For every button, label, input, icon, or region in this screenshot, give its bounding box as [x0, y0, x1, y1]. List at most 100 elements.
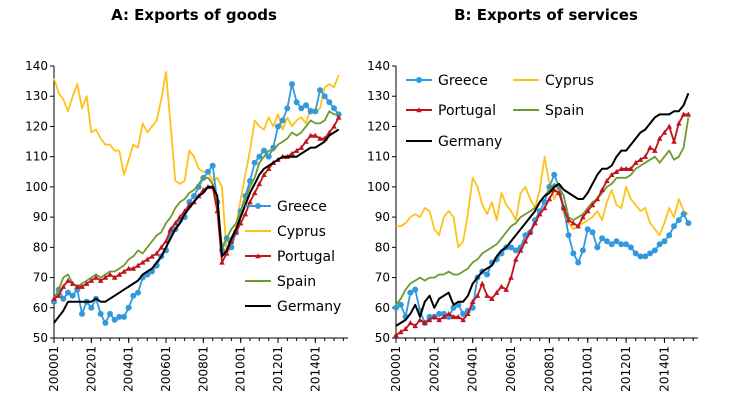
data-point-greece	[284, 105, 291, 112]
data-point-greece	[107, 310, 113, 317]
data-point-portugal	[431, 314, 438, 320]
data-point-portugal	[69, 280, 76, 286]
data-point-portugal	[144, 256, 151, 262]
data-point-portugal	[685, 111, 692, 117]
data-point-portugal	[441, 314, 447, 320]
y-tick-label: 120	[25, 119, 48, 133]
data-point-greece	[298, 105, 305, 112]
data-point-portugal	[298, 144, 305, 150]
data-point-greece	[685, 220, 692, 227]
y-tick-label: 100	[25, 180, 48, 194]
data-point-portugal	[60, 283, 67, 289]
data-point-greece	[293, 99, 300, 106]
data-point-portugal	[51, 295, 57, 301]
data-point-greece	[130, 292, 137, 299]
data-point-portugal	[219, 259, 225, 265]
data-point-portugal	[661, 129, 668, 135]
data-point-greece	[65, 289, 71, 296]
data-point-portugal	[522, 238, 529, 244]
legend: Greece Cyprus Portugal Spain Germany	[406, 73, 594, 150]
data-point-portugal	[537, 211, 543, 217]
data-point-greece	[584, 226, 591, 233]
data-point-portugal	[153, 250, 160, 256]
data-point-greece	[191, 192, 197, 199]
data-point-greece	[209, 162, 216, 169]
legend-marker	[255, 203, 261, 209]
legend-label: Greece	[277, 199, 327, 215]
data-point-portugal	[393, 332, 399, 338]
x-tick-label: 200601	[504, 346, 518, 392]
data-point-portugal	[158, 244, 165, 250]
data-point-portugal	[584, 208, 591, 214]
data-point-portugal	[580, 214, 586, 220]
legend-entry-germany: Germany	[406, 134, 502, 150]
data-point-portugal	[493, 289, 500, 295]
panel-b-plot: 50 60 70 80 90 100 110 120 130 140 200001 200201 200…	[367, 59, 698, 392]
data-point-portugal	[503, 286, 510, 292]
y-tick-label: 100	[367, 180, 390, 194]
data-point-greece	[608, 241, 615, 248]
data-point-portugal	[407, 320, 414, 326]
x-tick-label: 200001	[389, 346, 403, 392]
data-point-portugal	[167, 226, 174, 232]
data-point-portugal	[546, 196, 553, 202]
data-point-portugal	[680, 111, 687, 117]
data-point-portugal	[474, 292, 481, 298]
data-point-portugal	[436, 317, 442, 323]
data-point-portugal	[508, 274, 514, 280]
y-tick-label: 90	[33, 210, 48, 224]
data-point-portugal	[647, 144, 653, 150]
data-point-portugal	[469, 298, 476, 304]
data-point-greece	[680, 211, 687, 218]
data-point-portugal	[484, 292, 490, 298]
data-point-greece	[484, 271, 491, 278]
data-point-greece	[647, 250, 654, 257]
data-point-greece	[666, 232, 673, 239]
data-point-greece	[289, 81, 295, 88]
data-point-portugal	[465, 311, 471, 317]
data-point-greece	[307, 108, 314, 115]
legend-entry-portugal: Portugal	[245, 249, 335, 265]
legend-entry-portugal: Portugal	[406, 103, 496, 119]
data-point-portugal	[303, 138, 309, 144]
data-point-greece	[613, 238, 620, 245]
data-point-greece	[79, 310, 85, 317]
legend-entry-greece: Greece	[406, 73, 488, 89]
data-point-greece	[256, 153, 263, 160]
data-point-portugal	[88, 277, 95, 283]
y-tick-label: 140	[25, 59, 48, 73]
data-point-portugal	[527, 229, 534, 235]
data-point-greece	[69, 292, 76, 299]
legend-label: Spain	[545, 103, 584, 119]
y-tick-label: 70	[375, 271, 390, 285]
data-point-portugal	[656, 135, 663, 141]
data-point-greece	[331, 105, 337, 112]
data-point-portugal	[560, 205, 567, 211]
data-point-greece	[661, 238, 668, 245]
data-point-portugal	[417, 317, 423, 323]
series-line-germany	[53, 128, 340, 324]
x-tick-label: 201201	[271, 346, 285, 392]
data-point-greece	[205, 168, 211, 175]
data-point-greece	[412, 286, 419, 293]
data-point-portugal	[632, 159, 639, 165]
panel-b-title: B: Exports of services	[454, 6, 638, 24]
data-point-portugal	[163, 238, 169, 244]
data-point-portugal	[172, 220, 179, 226]
data-point-portugal	[589, 202, 596, 208]
data-point-portugal	[293, 147, 300, 153]
data-point-greece	[326, 99, 333, 106]
data-point-greece	[111, 316, 118, 323]
data-point-portugal	[608, 172, 615, 178]
series-germany	[395, 92, 690, 327]
data-point-greece	[321, 93, 328, 100]
y-tick-label: 80	[375, 240, 390, 254]
x-tick-label: 200801	[196, 346, 210, 392]
data-point-portugal	[532, 220, 538, 226]
legend-entry-cyprus: Cyprus	[245, 224, 326, 240]
y-tick-label: 140	[367, 59, 390, 73]
data-point-greece	[594, 244, 601, 251]
data-point-greece	[436, 310, 443, 317]
data-point-portugal	[65, 277, 71, 283]
